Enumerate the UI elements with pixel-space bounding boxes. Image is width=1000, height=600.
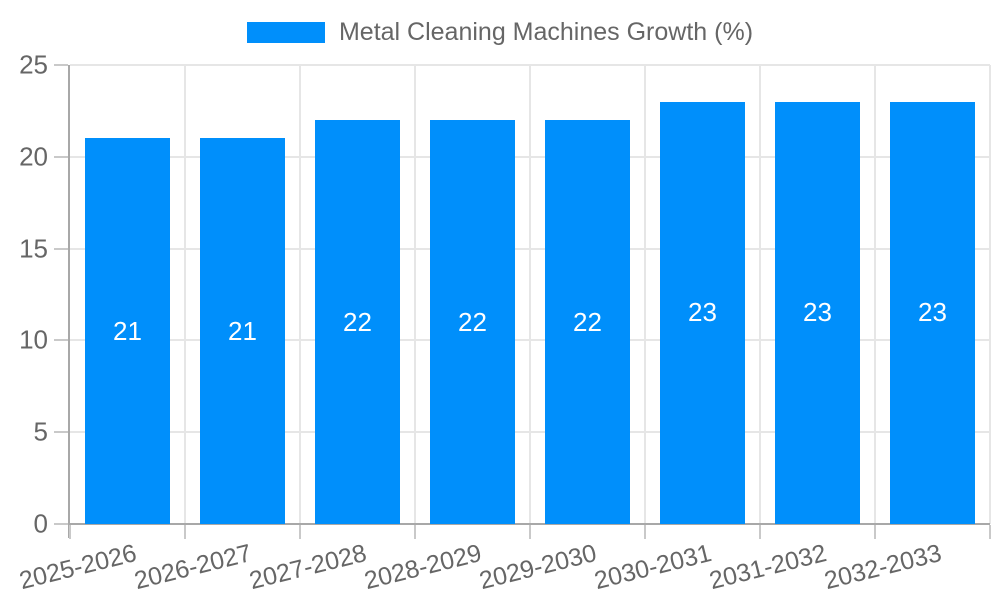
x-tick-mark [414, 525, 416, 539]
y-axis-line [68, 65, 70, 538]
y-tick-mark [54, 247, 68, 250]
bar[interactable]: 22 [545, 120, 630, 524]
bar[interactable]: 22 [315, 120, 400, 524]
x-tick-label: 2025-2026 [16, 539, 140, 596]
bar-value-label: 21 [228, 315, 257, 346]
v-gridline [299, 65, 301, 524]
bar-value-label: 23 [918, 297, 947, 328]
v-gridline [644, 65, 646, 524]
x-tick-mark [874, 525, 876, 539]
legend-label: Metal Cleaning Machines Growth (%) [338, 18, 754, 46]
y-tick-label: 25 [19, 49, 48, 80]
y-tick-label: 20 [19, 141, 48, 172]
y-tick-mark [54, 339, 68, 342]
bar[interactable]: 23 [775, 101, 860, 524]
legend-swatch-icon [246, 22, 325, 43]
bar-value-label: 21 [113, 315, 142, 346]
y-tick-mark [54, 431, 68, 434]
x-tick-mark [69, 525, 71, 539]
chart-legend[interactable]: Metal Cleaning Machines Growth (%) [0, 18, 1000, 47]
bar[interactable]: 21 [85, 138, 170, 524]
y-tick-label: 10 [19, 324, 48, 355]
y-tick-mark [54, 64, 68, 66]
v-gridline [529, 65, 531, 524]
x-tick-mark [989, 525, 991, 539]
x-tick-mark [529, 525, 531, 539]
v-gridline [989, 65, 991, 524]
y-tick-label: 0 [33, 508, 48, 539]
x-tick-label: 2026-2027 [131, 539, 255, 596]
bar[interactable]: 23 [890, 101, 975, 524]
bar[interactable]: 23 [660, 101, 745, 524]
y-tick-mark [54, 155, 68, 158]
v-gridline [759, 65, 761, 524]
x-tick-mark [759, 525, 761, 539]
x-axis-line [68, 523, 990, 525]
x-tick-mark [644, 525, 646, 539]
bar-value-label: 23 [688, 297, 717, 328]
bar-value-label: 22 [458, 306, 487, 337]
x-tick-label: 2028-2029 [361, 539, 485, 596]
x-tick-label: 2029-2030 [476, 539, 600, 596]
plot-area: 21 21 22 22 22 23 23 23 [54, 64, 991, 539]
v-gridline [414, 65, 416, 524]
v-gridline [874, 65, 876, 524]
v-gridline [184, 65, 186, 524]
y-tick-mark [54, 523, 68, 525]
x-tick-label: 2031-2032 [706, 539, 830, 596]
y-tick-label: 5 [33, 416, 48, 447]
bar[interactable]: 21 [200, 138, 285, 524]
y-tick-label: 15 [19, 233, 48, 264]
x-tick-label: 2027-2028 [246, 539, 370, 596]
x-tick-mark [299, 525, 301, 539]
bar-value-label: 22 [343, 306, 372, 337]
bar-value-label: 23 [803, 297, 832, 328]
x-tick-label: 2032-2033 [821, 539, 945, 596]
bar-value-label: 22 [573, 306, 602, 337]
bar[interactable]: 22 [430, 120, 515, 524]
x-tick-mark [184, 525, 186, 539]
x-tick-label: 2030-2031 [591, 539, 715, 596]
